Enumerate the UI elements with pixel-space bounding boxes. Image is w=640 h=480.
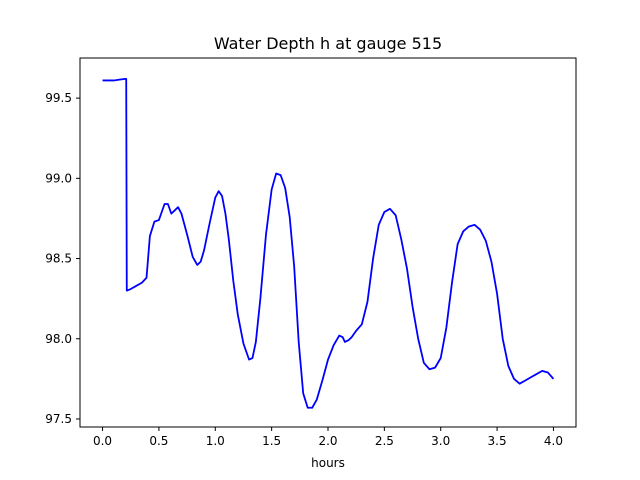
y-tick-label: 99.0 — [45, 171, 72, 185]
x-axis: 0.0 0.5 1.0 1.5 2.0 2.5 3.0 3.5 4.0 — [93, 427, 563, 448]
y-tick-label: 97.5 — [45, 412, 72, 426]
y-tick-label: 98.0 — [45, 332, 72, 346]
series-line — [102, 77, 555, 409]
x-tick-label: 1.5 — [262, 434, 281, 448]
x-tick-label: 0.0 — [93, 434, 112, 448]
chart-title: Water Depth h at gauge 515 — [214, 34, 442, 53]
x-tick-label: 3.5 — [488, 434, 507, 448]
x-tick-label: 0.5 — [149, 434, 168, 448]
x-tick-label: 2.5 — [375, 434, 394, 448]
y-tick-label: 98.5 — [45, 252, 72, 266]
plot-area-frame — [79, 57, 577, 428]
x-axis-label: hours — [311, 456, 345, 470]
y-axis: 97.5 98.0 98.5 99.0 99.5 — [45, 91, 80, 426]
x-tick-label: 4.0 — [544, 434, 563, 448]
x-tick-label: 3.0 — [431, 434, 450, 448]
x-tick-label: 2.0 — [318, 434, 337, 448]
y-tick-label: 99.5 — [45, 91, 72, 105]
x-tick-label: 1.0 — [206, 434, 225, 448]
